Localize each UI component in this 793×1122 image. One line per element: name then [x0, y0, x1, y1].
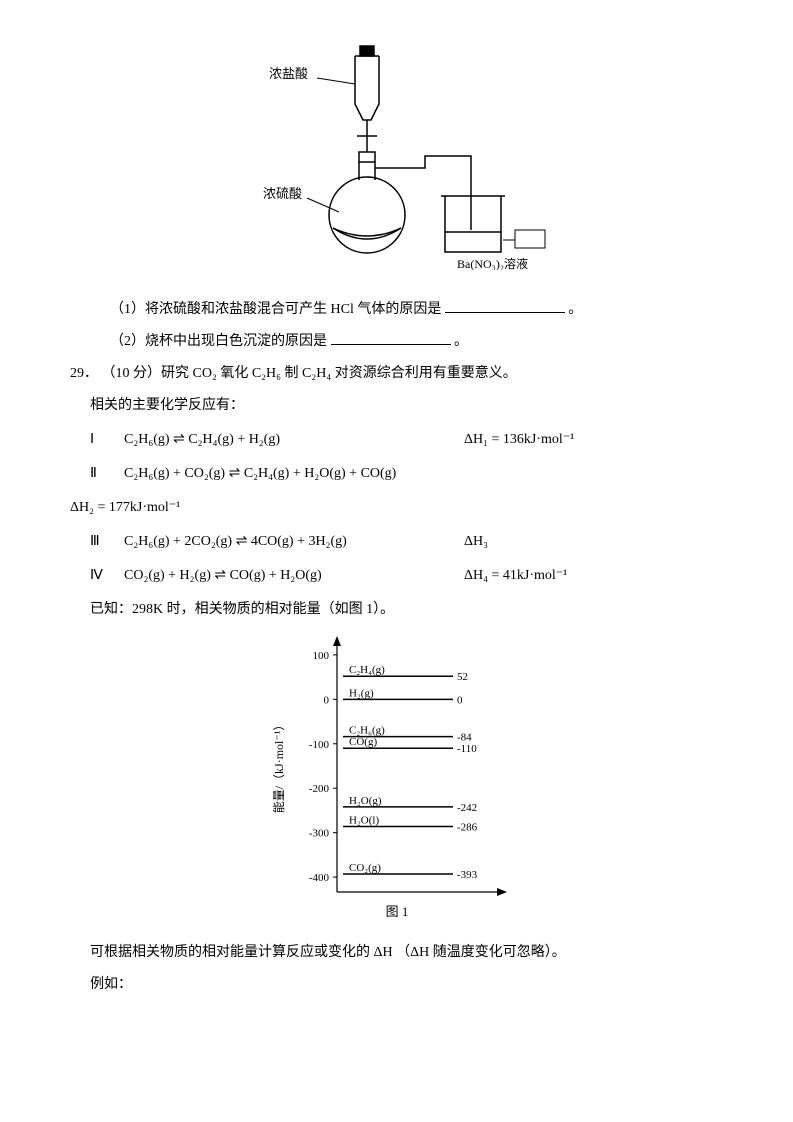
svg-text:-200: -200 [308, 783, 329, 795]
reactions-intro: 相关的主要化学反应有： [70, 392, 723, 420]
svg-text:C₂H₄(g): C₂H₄(g) [349, 664, 385, 676]
svg-text:52: 52 [457, 671, 468, 683]
q2-prefix: （2）烧杯中出现白色沉淀的原因是 [110, 334, 327, 349]
reaction-num: Ⅰ [90, 426, 124, 454]
q2-blank [331, 330, 451, 345]
svg-text:-400: -400 [308, 872, 329, 884]
svg-text:0: 0 [323, 694, 329, 706]
svg-text:CO₂(g): CO₂(g) [349, 862, 381, 874]
reaction-4: Ⅳ CO₂(g) + H₂(g) ⇌ CO(g) + H₂O(g) ΔH₄ = … [90, 562, 723, 590]
svg-text:图 1: 图 1 [385, 904, 408, 919]
svg-text:H₂O(g): H₂O(g) [349, 795, 382, 807]
svg-text:-300: -300 [308, 828, 329, 840]
q1-blank [445, 298, 565, 313]
svg-text:-110: -110 [457, 743, 477, 755]
reaction-eq: C₂H₆(g) ⇌ C₂H₄(g) + H₂(g) [124, 426, 464, 454]
footer-text-2: 例如： [70, 971, 723, 999]
known-text: 已知：298K 时，相关物质的相对能量（如图 1）。 [70, 596, 723, 624]
q1-prefix: （1）将浓硫酸和浓盐酸混合可产生 HCl 气体的原因是 [110, 302, 441, 317]
svg-text:-84: -84 [457, 732, 472, 744]
svg-text:CO(g): CO(g) [349, 736, 377, 748]
svg-text:-286: -286 [457, 821, 478, 833]
svg-text:能量/（kJ·mol⁻¹）: 能量/（kJ·mol⁻¹） [272, 719, 286, 814]
reaction-num: Ⅲ [90, 528, 124, 556]
label-bano3: Ba(NO₃)₂溶液 [457, 256, 528, 270]
apparatus-diagram: 浓盐酸 浓硫酸 Ba(NO₃)₂溶液 [70, 40, 723, 281]
reaction-num: Ⅱ [90, 460, 124, 488]
reaction-3: Ⅲ C₂H₆(g) + 2CO₂(g) ⇌ 4CO(g) + 3H₂(g) ΔH… [90, 528, 723, 556]
svg-text:-393: -393 [457, 869, 478, 881]
q2-suffix: 。 [454, 334, 468, 349]
footer-text-1: 可根据相关物质的相对能量计算反应或变化的 ΔH （ΔH 随温度变化可忽略）。 [70, 939, 723, 967]
svg-text:C₂H₆(g): C₂H₆(g) [349, 725, 385, 737]
svg-text:100: 100 [312, 650, 329, 662]
energy-diagram: 100 0 -100 -200 -300 -400 能量/（kJ·mol⁻¹） C₂H₄(g)… [70, 634, 723, 935]
svg-text:-100: -100 [308, 739, 329, 751]
reaction-eq: C₂H₆(g) + CO₂(g) ⇌ C₂H₄(g) + H₂O(g) + CO… [124, 460, 396, 488]
q29-text: （10 分）研究 CO₂ 氧化 C₂H₆ 制 C₂H₄ 对资源综合利用有重要意义… [102, 366, 517, 381]
label-h2so4: 浓硫酸 [263, 186, 302, 201]
q1-suffix: 。 [568, 302, 582, 317]
reaction-eq: CO₂(g) + H₂(g) ⇌ CO(g) + H₂O(g) [124, 562, 464, 590]
reaction-dH: ΔH₃ [464, 528, 488, 556]
svg-text:-242: -242 [457, 802, 477, 814]
reaction-num: Ⅳ [90, 562, 124, 590]
reaction-dH: ΔH₄ = 41kJ·mol⁻¹ [464, 562, 567, 590]
svg-text:H₂(g): H₂(g) [349, 687, 374, 699]
reaction-2: Ⅱ C₂H₆(g) + CO₂(g) ⇌ C₂H₄(g) + H₂O(g) + … [90, 460, 723, 488]
reaction-dH: ΔH₁ = 136kJ·mol⁻¹ [464, 426, 574, 454]
svg-text:H₂O(l): H₂O(l) [349, 814, 379, 826]
q29-num: 29． [70, 366, 98, 381]
question-2: （2）烧杯中出现白色沉淀的原因是 。 [70, 328, 723, 356]
reaction-eq: C₂H₆(g) + 2CO₂(g) ⇌ 4CO(g) + 3H₂(g) [124, 528, 464, 556]
label-hcl: 浓盐酸 [269, 66, 308, 81]
svg-text:0: 0 [457, 694, 463, 706]
reaction-1: Ⅰ C₂H₆(g) ⇌ C₂H₄(g) + H₂(g) ΔH₁ = 136kJ·… [90, 426, 723, 454]
question-1: （1）将浓硫酸和浓盐酸混合可产生 HCl 气体的原因是 。 [70, 296, 723, 324]
question-29: 29． （10 分）研究 CO₂ 氧化 C₂H₆ 制 C₂H₄ 对资源综合利用有… [70, 360, 723, 388]
reaction-2-dH: ΔH₂ = 177kJ·mol⁻¹ [70, 494, 723, 522]
